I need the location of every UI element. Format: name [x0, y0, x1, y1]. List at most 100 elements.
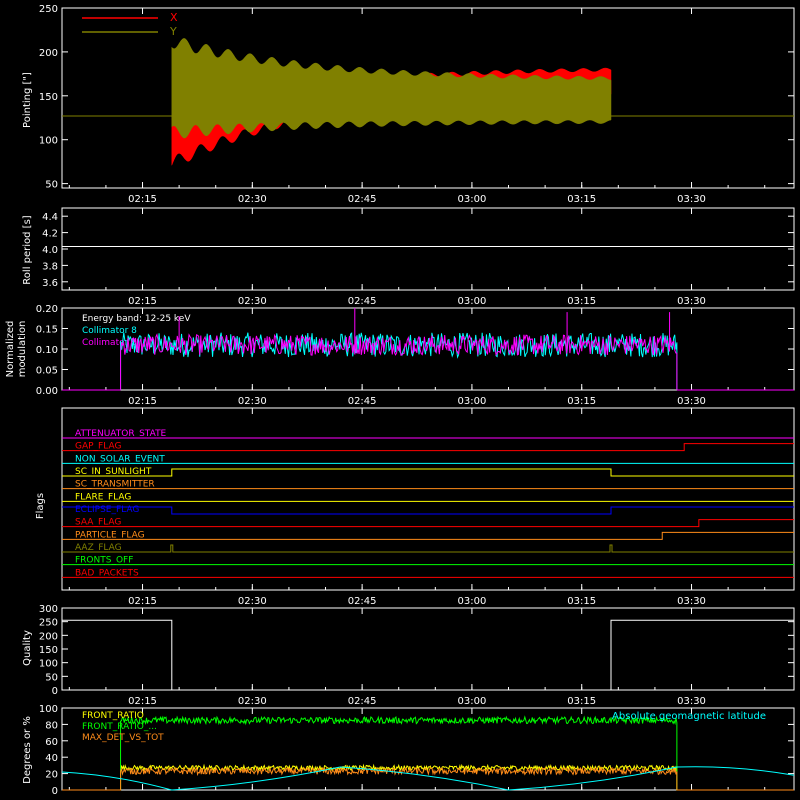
pointing-ylabel: Pointing ["] [22, 72, 33, 128]
modulation-xtick-label: 02:30 [238, 396, 267, 407]
geomagnetic-latitude-series [61, 766, 795, 791]
flags-xtick-label: 03:30 [677, 596, 706, 607]
modulation-ytick-label: 0.05 [36, 366, 58, 377]
ratios-series-max-det-vs-tot [62, 766, 794, 791]
modulation-panel: Normalized modulation Energy band: 12-25… [5, 304, 795, 407]
roll-xtick-label: 03:30 [677, 296, 706, 307]
ratios-legend-0: FRONT_RATIO [82, 711, 144, 721]
quality-ytick-label: 50 [45, 672, 58, 683]
pointing-xtick-label: 03:15 [567, 194, 596, 205]
quality-xtick-label: 03:00 [458, 696, 487, 707]
ratios-ylabel: Degrees or % [22, 716, 33, 784]
ratios-panel: Degrees or % 0 20 40 60 80 100 FRONT_RATIOFRON… [22, 704, 795, 797]
modulation-series-collimator-8 [120, 332, 678, 390]
flag-line-aaz-flag [62, 544, 794, 553]
pointing-frame [61, 7, 795, 189]
flags-panel: Flags 02:15 02:30 02:45 03:00 03:15 03:30 ATTE… [35, 407, 795, 607]
flag-label-saa-flag: SAA_FLAG [75, 518, 121, 528]
modulation-ylabel-2: modulation [17, 321, 28, 378]
pointing-xtick-label: 02:30 [238, 194, 267, 205]
legend-collimator-9: Collimator 9 [82, 338, 137, 348]
quality-panel: Quality 02:15 02:30 02:45 03:00 03:15 03:30 0 5… [22, 604, 795, 707]
quality-xtick-label: 03:15 [567, 696, 596, 707]
modulation-xtick-label: 03:15 [567, 396, 596, 407]
modulation-ylabel-1: Normalized [5, 321, 16, 378]
modulation-xtick-label: 03:30 [677, 396, 706, 407]
flags-xtick-label: 02:30 [238, 596, 267, 607]
ratios-ytick-label: 40 [45, 753, 58, 764]
flag-label-aaz-flag: AAZ_FLAG [75, 543, 122, 553]
modulation-xtick-label: 02:15 [128, 396, 157, 407]
roll-ytick-label: 4.4 [42, 212, 58, 223]
pointing-xtick-label: 02:15 [128, 194, 157, 205]
pointing-ytick-label: 100 [39, 136, 58, 147]
flag-label-sc-in-sunlight: SC_IN_SUNLIGHT [75, 467, 152, 477]
flag-label-eclipse-flag: ECLIPSE_FLAG [75, 505, 139, 515]
roll-ytick-label: 3.8 [42, 261, 58, 272]
pointing-xtick-label: 03:00 [458, 194, 487, 205]
legend-x-label: X [170, 11, 178, 24]
flags-frame [61, 407, 795, 591]
pointing-xtick-label: 02:45 [348, 194, 377, 205]
flags-xtick-label: 03:00 [458, 596, 487, 607]
pointing-ytick-label: 50 [45, 180, 58, 191]
modulation-ytick-label: 0.15 [36, 325, 58, 336]
roll-ytick-label: 4.2 [42, 229, 58, 240]
flag-line-gap-flag [62, 443, 794, 452]
modulation-xtick-label: 03:00 [458, 396, 487, 407]
flag-label-attenuator-state: ATTENUATOR_STATE [75, 429, 167, 439]
legend-y-label: Y [169, 25, 177, 38]
roll-ytick-label: 3.6 [42, 278, 58, 289]
quality-xtick-label: 02:45 [348, 696, 377, 707]
modulation-series-collimator-9 [120, 333, 678, 390]
modulation-ytick-label: 0.10 [36, 345, 58, 356]
flag-line-particle-flag [62, 531, 794, 540]
quality-ytick-label: 150 [39, 645, 58, 656]
roll-period-panel: Roll period [s] 02:15 02:30 02:45 03:00 03:1… [22, 207, 795, 307]
ratios-ytick-label: 100 [39, 704, 58, 715]
ratios-series-front-ratio- [62, 715, 794, 791]
ratios-ytick-label: 0 [52, 786, 58, 797]
pointing-ytick-label: 200 [39, 48, 58, 59]
flag-label-flare-flag: FLARE_FLAG [75, 492, 131, 502]
flag-label-particle-flag: PARTICLE_FLAG [75, 530, 145, 540]
pointing-xtick-label: 03:30 [677, 194, 706, 205]
pointing-ytick-label: 150 [39, 92, 58, 103]
roll-xtick-label: 02:15 [128, 296, 157, 307]
flag-label-fronts-off: FRONTS_OFF [75, 556, 133, 566]
roll-xtick-label: 03:15 [567, 296, 596, 307]
quality-ylabel: Quality [22, 630, 33, 666]
pointing-ytick-label: 250 [39, 4, 58, 15]
modulation-xtick-label: 02:45 [348, 396, 377, 407]
ratios-ytick-label: 20 [45, 770, 58, 781]
ratios-legend-2: MAX_DET_VS_TOT [82, 733, 164, 743]
flag-line-saa-flag [62, 519, 794, 528]
quality-ytick-label: 0 [52, 686, 58, 697]
ratios-ytick-label: 60 [45, 737, 58, 748]
modulation-ytick-label: 0.00 [36, 386, 58, 397]
geomagnetic-latitude-legend: Absolute geomagnetic latitude [612, 711, 766, 722]
quality-xtick-label: 02:15 [128, 696, 157, 707]
flag-label-gap-flag: GAP_FLAG [75, 442, 121, 452]
legend-collimator-8: Collimator 8 [82, 326, 137, 336]
energy-band-label: Energy band: 12-25 keV [82, 314, 191, 324]
quality-xtick-label: 03:30 [677, 696, 706, 707]
flag-label-sc-transmitter: SC_TRANSMITTER [75, 480, 155, 490]
roll-xtick-label: 03:00 [458, 296, 487, 307]
quality-xtick-label: 02:30 [238, 696, 267, 707]
roll-ytick-label: 4.0 [42, 245, 58, 256]
quality-ytick-label: 100 [39, 659, 58, 670]
ratios-frame [61, 707, 795, 791]
quality-ytick-label: 250 [39, 618, 58, 629]
quality-ytick-label: 200 [39, 631, 58, 642]
flag-label-bad-packets: BAD_PACKETS [75, 568, 139, 578]
ratios-legend-1: FRONT_RATIO_... [82, 722, 157, 732]
flags-xtick-label: 03:15 [567, 596, 596, 607]
roll-ylabel: Roll period [s] [22, 215, 33, 284]
quality-series [62, 619, 794, 691]
flags-xtick-label: 02:15 [128, 596, 157, 607]
flag-label-non-solar-event: NON_SOLAR_EVENT [75, 454, 165, 464]
modulation-ytick-label: 0.20 [36, 304, 58, 315]
